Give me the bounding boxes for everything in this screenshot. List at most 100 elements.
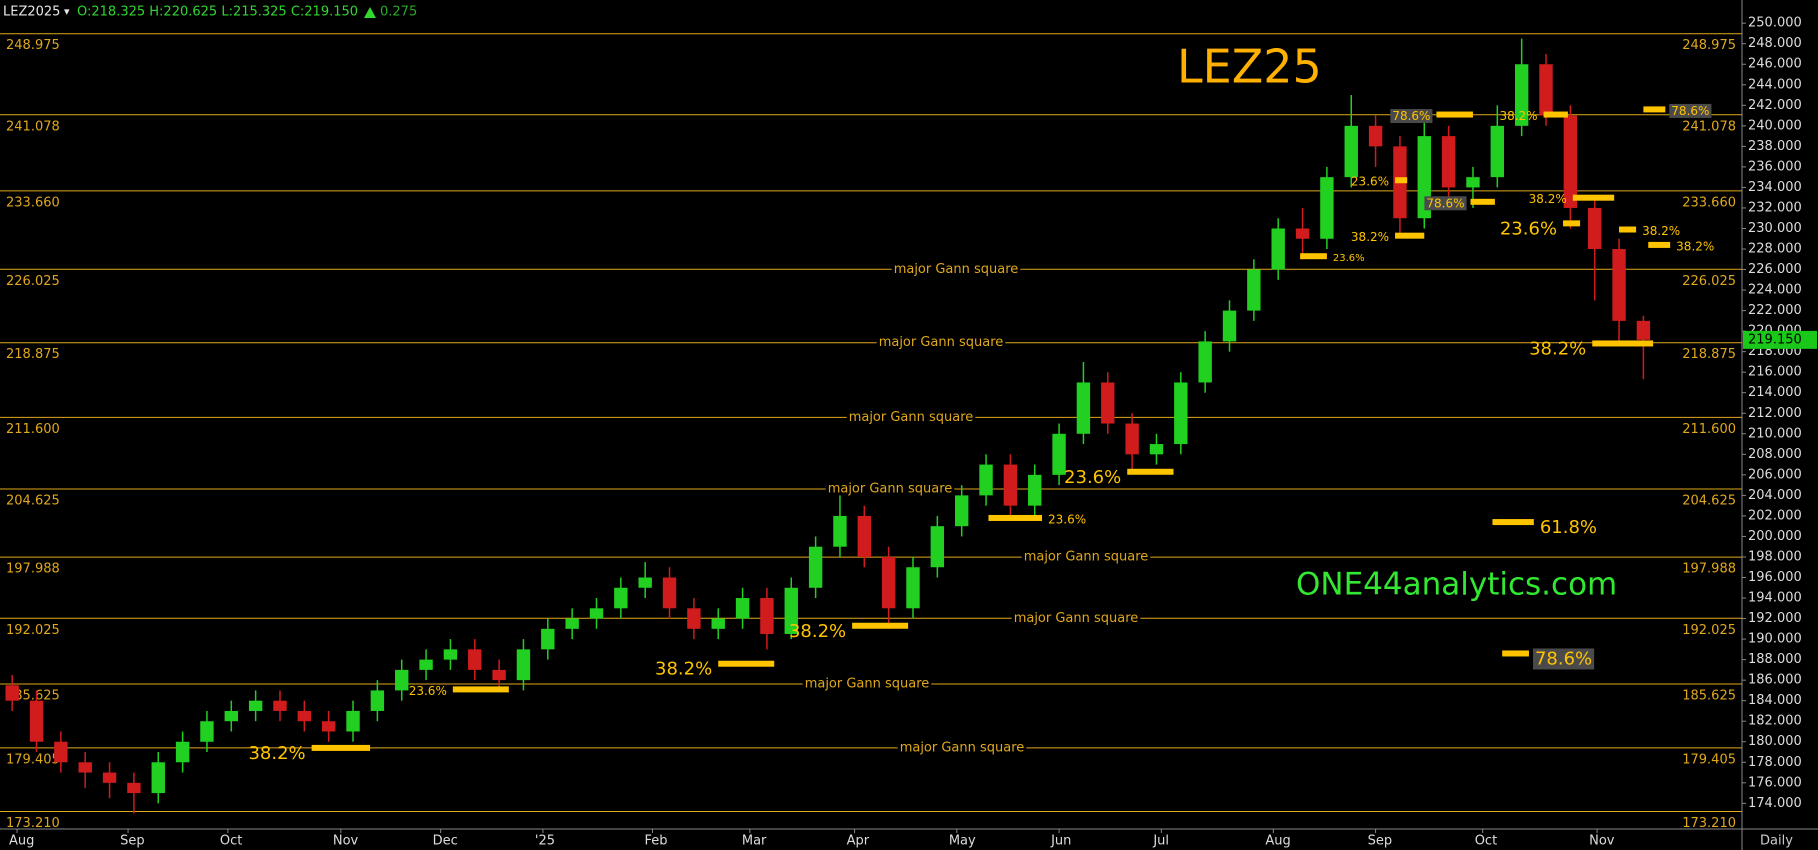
candle-body xyxy=(1052,433,1066,475)
fib-bar xyxy=(1502,650,1529,657)
candle-body xyxy=(370,690,385,711)
fib-label: 23.6% xyxy=(1333,253,1365,264)
fib-bar xyxy=(452,686,509,693)
gann-label-right: 211.600 xyxy=(1682,422,1736,437)
candle-body xyxy=(614,587,628,609)
x-tick-label: Oct xyxy=(1475,834,1497,849)
candle-body xyxy=(906,567,920,609)
y-tick-label: 236.000 xyxy=(1748,159,1802,174)
candle-body xyxy=(687,608,701,629)
fib-label-box xyxy=(1424,196,1467,211)
x-tick-label: Sep xyxy=(120,834,145,849)
gann-note: major Gann square xyxy=(879,335,1004,350)
fib-label: 38.2% xyxy=(789,621,846,642)
fib-label-box xyxy=(1532,648,1595,670)
gann-note-bg xyxy=(876,335,1006,351)
candle-body xyxy=(273,700,287,711)
y-tick-label: 234.000 xyxy=(1748,180,1802,195)
gann-label-right: 204.625 xyxy=(1682,493,1736,508)
fib-label: 61.8% xyxy=(1540,517,1597,538)
fib-label: 38.2% xyxy=(1676,239,1714,253)
fib-bar xyxy=(1543,111,1568,118)
candle-body xyxy=(248,700,263,711)
candle-body xyxy=(5,685,19,701)
gann-label-right: 233.660 xyxy=(1682,195,1736,210)
candle-body xyxy=(1539,64,1553,116)
symbol-dropdown-icon[interactable]: ▾ xyxy=(64,5,70,18)
x-tick-label: Aug xyxy=(1265,834,1290,849)
y-tick-label: 184.000 xyxy=(1748,693,1802,708)
y-tick-label: 222.000 xyxy=(1748,303,1802,318)
candle-body xyxy=(1636,320,1651,340)
candle-body xyxy=(1612,249,1626,321)
candle-body xyxy=(321,721,336,732)
gann-label-left: 226.025 xyxy=(6,274,60,289)
x-tick-label: Apr xyxy=(847,834,870,849)
gann-note-bg xyxy=(897,740,1027,756)
candle-body xyxy=(1344,125,1358,178)
y-tick-label: 200.000 xyxy=(1748,529,1802,544)
candle-body xyxy=(565,618,579,629)
chart-title: LEZ25 xyxy=(1177,40,1322,94)
fib-bar xyxy=(1592,340,1654,347)
fib-label: 38.2% xyxy=(1351,230,1389,244)
gann-label-right: 185.625 xyxy=(1682,689,1736,704)
fib-label: 78.6% xyxy=(1392,109,1430,123)
gann-note: major Gann square xyxy=(1014,611,1139,626)
candle-body xyxy=(979,464,993,496)
fib-label-box xyxy=(1390,109,1433,124)
y-tick-label: 192.000 xyxy=(1748,611,1802,626)
fib-bar xyxy=(1436,111,1473,118)
candle-body xyxy=(151,762,165,794)
candle-body xyxy=(175,741,190,763)
candle-body xyxy=(1271,228,1285,270)
fib-label: 78.6% xyxy=(1426,196,1464,210)
candle-body xyxy=(662,577,677,609)
fib-bar xyxy=(1127,468,1174,475)
fib-bar xyxy=(1563,220,1581,227)
fib-label-box xyxy=(1669,103,1712,118)
candle-body xyxy=(735,598,750,619)
y-tick-label: 216.000 xyxy=(1748,365,1802,380)
change-up-icon xyxy=(364,7,376,18)
y-tick-label: 176.000 xyxy=(1748,775,1802,790)
fib-bar xyxy=(1643,106,1666,113)
y-tick-label: 228.000 xyxy=(1748,242,1802,257)
candle-body xyxy=(492,669,506,681)
gann-label-right: 173.210 xyxy=(1682,816,1736,831)
symbol[interactable]: LEZ2025 xyxy=(3,5,60,20)
candle-body xyxy=(1588,207,1602,250)
candle-body xyxy=(127,782,141,794)
gann-note-bg xyxy=(802,676,932,692)
candle-body xyxy=(78,762,92,773)
candle-body xyxy=(881,556,896,609)
fib-bar xyxy=(1572,194,1615,201)
y-tick-label: 178.000 xyxy=(1748,755,1802,770)
candle-body xyxy=(1320,177,1334,239)
fib-bar xyxy=(311,744,371,751)
fib-bar xyxy=(988,514,1043,521)
y-tick-label: 242.000 xyxy=(1748,98,1802,113)
candle-body xyxy=(1247,269,1261,311)
candle-body xyxy=(1198,341,1212,383)
y-tick-label: 174.000 xyxy=(1748,796,1802,811)
candle-body xyxy=(102,772,117,783)
period[interactable]: Daily xyxy=(1760,834,1793,849)
candle-body xyxy=(1174,382,1188,445)
gann-label-right: 248.975 xyxy=(1682,38,1736,53)
y-tick-label: 248.000 xyxy=(1748,36,1802,51)
y-tick-label: 250.000 xyxy=(1748,16,1802,31)
fib-label: 78.6% xyxy=(1671,104,1709,118)
y-tick-label: 204.000 xyxy=(1748,488,1802,503)
candle-body xyxy=(1563,115,1578,208)
y-tick-label: 246.000 xyxy=(1748,57,1802,72)
gann-note: major Gann square xyxy=(828,481,953,496)
fib-label: 38.2% xyxy=(1529,338,1586,359)
gann-label-left: 197.988 xyxy=(6,562,60,577)
candle-body xyxy=(541,628,555,650)
candle-body xyxy=(784,587,798,634)
ohlc-readout: O:218.325 H:220.625 L:215.325 C:219.150 xyxy=(77,5,358,20)
y-tick-label: 206.000 xyxy=(1748,467,1802,482)
